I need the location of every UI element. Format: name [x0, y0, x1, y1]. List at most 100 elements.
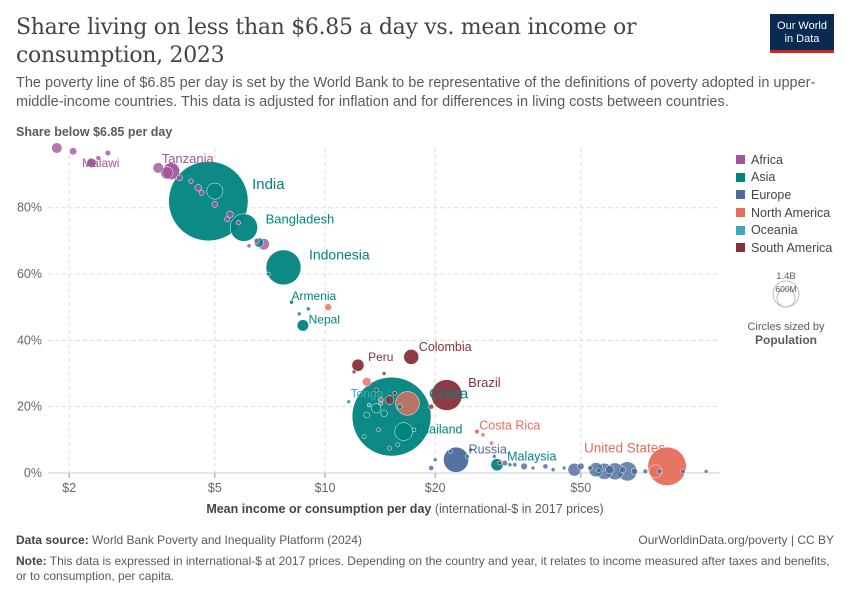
- size-legend-note: Circles sized by: [747, 321, 825, 333]
- data-source: Data source: World Bank Poverty and Ineq…: [16, 533, 362, 548]
- footer-link[interactable]: OurWorldinData.org/poverty | CC BY: [638, 533, 834, 547]
- data-point: [226, 210, 234, 218]
- data-point: [432, 457, 438, 462]
- legend-item-africa[interactable]: Africa: [736, 151, 832, 169]
- point-bangladesh: [229, 213, 258, 242]
- chart-subtitle: The poverty line of $6.85 per day is set…: [16, 75, 816, 110]
- point-malaysia: [490, 458, 504, 472]
- data-point: [69, 147, 78, 156]
- point-label-thailand: Thailand: [415, 423, 463, 437]
- data-point: [542, 463, 549, 470]
- data-point: [480, 432, 486, 438]
- data-point: [396, 403, 403, 410]
- size-legend-circles: 1.4B 600M: [772, 271, 800, 308]
- size-legend: 1.4B 600M Circles sized by Population: [738, 268, 834, 347]
- data-point: [587, 465, 593, 471]
- region-legend: Africa Asia Europe North America Oceania Sout…: [736, 151, 832, 257]
- legend-swatch: [736, 243, 745, 253]
- legend-swatch: [736, 208, 745, 218]
- legend-item-north-america[interactable]: North America: [736, 204, 832, 222]
- data-point: [362, 377, 372, 387]
- data-point: [530, 465, 536, 471]
- size-legend-small-label: 600M: [775, 284, 796, 294]
- size-legend-big-label: 1.4B: [776, 271, 796, 282]
- legend-item-asia[interactable]: Asia: [736, 169, 832, 187]
- data-point: [577, 462, 585, 470]
- point-russia: [443, 446, 469, 473]
- y-tick-label: 40%: [17, 333, 42, 347]
- legend-label: Oceania: [751, 223, 798, 238]
- legend-item-oceania[interactable]: Oceania: [736, 221, 832, 239]
- data-point: [512, 462, 518, 468]
- x-tick-label: $10: [315, 481, 336, 495]
- data-point: [253, 238, 260, 244]
- point-label-malawi: Malawi: [82, 156, 119, 170]
- x-tick-label: $2: [62, 481, 76, 495]
- legend-label: South America: [751, 240, 833, 255]
- point-malawi: [86, 157, 97, 168]
- legend-item-europe[interactable]: Europe: [736, 186, 832, 204]
- footer-note-text: This data is expressed in international-…: [16, 554, 830, 583]
- data-point: [378, 401, 384, 406]
- point-label-tonga: Tonga: [351, 387, 384, 401]
- data-point: [188, 178, 194, 184]
- point-peru: [351, 358, 365, 372]
- data-point: [596, 467, 602, 473]
- data-point: [351, 369, 357, 375]
- data-point: [104, 149, 111, 157]
- data-point: [211, 201, 219, 208]
- data-point: [152, 162, 164, 174]
- size-legend-metric: Population: [755, 333, 817, 347]
- legend-item-south-america[interactable]: South America: [736, 239, 832, 257]
- y-axis-label: Share below $6.85 per day: [16, 125, 173, 139]
- data-point: [198, 189, 205, 196]
- data-point: [224, 216, 230, 223]
- owid-logo[interactable]: Our World in Data: [770, 14, 834, 53]
- logo-line-2: in Data: [784, 33, 820, 45]
- point-label-malaysia: Malaysia: [507, 450, 556, 464]
- data-point: [381, 371, 387, 376]
- data-point: [376, 427, 381, 433]
- data-point: [363, 411, 370, 419]
- data-point: [465, 454, 470, 459]
- chart-title: Share living on less than $6.85 a day vs…: [16, 15, 637, 68]
- data-point: [362, 434, 367, 439]
- legend-label: Asia: [751, 170, 776, 185]
- point-label-china: China: [429, 386, 469, 403]
- y-tick-label: 80%: [17, 201, 42, 215]
- data-point: [395, 391, 420, 416]
- footer: Data source: World Bank Poverty and Ineq…: [16, 533, 834, 584]
- data-point: [489, 440, 494, 446]
- data-point: [160, 166, 174, 180]
- data-point: [561, 465, 567, 471]
- data-point: [497, 460, 502, 466]
- data-point: [392, 391, 397, 396]
- point-label-russia: Russia: [469, 443, 507, 457]
- data-source-text[interactable]: World Bank Poverty and Inequality Platfo…: [92, 533, 362, 547]
- data-point: [384, 395, 395, 405]
- point-indonesia: [265, 249, 302, 286]
- point-thailand: [394, 422, 413, 441]
- data-point: [630, 467, 638, 475]
- legend-label: Europe: [751, 187, 792, 202]
- data-point: [176, 174, 183, 182]
- legend-swatch: [736, 172, 745, 182]
- point-label-india: India: [252, 176, 285, 193]
- point-label-bangladesh: Bangladesh: [266, 212, 335, 227]
- point-costa-rica: [474, 428, 480, 435]
- data-point: [366, 402, 372, 408]
- data-point: [246, 243, 252, 249]
- data-point: [387, 445, 392, 451]
- point-label-colombia: Colombia: [419, 340, 472, 354]
- x-tick-label: $50: [570, 481, 591, 495]
- data-point: [703, 469, 709, 474]
- legend-swatch: [736, 190, 745, 200]
- point-label-peru: Peru: [368, 350, 393, 364]
- data-point: [296, 311, 302, 317]
- data-point: [194, 184, 202, 192]
- data-point: [371, 403, 382, 414]
- point-tonga: [346, 399, 351, 404]
- data-point: [428, 403, 435, 410]
- data-point: [468, 447, 473, 453]
